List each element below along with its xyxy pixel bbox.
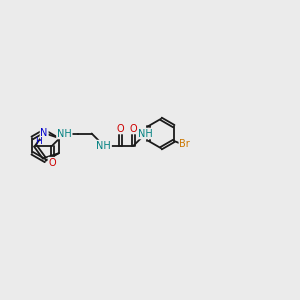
Text: NH: NH — [96, 141, 111, 151]
Text: O: O — [130, 124, 137, 134]
Text: NH: NH — [57, 128, 72, 139]
Text: H: H — [35, 137, 42, 146]
Text: N: N — [40, 128, 48, 138]
Text: NH: NH — [138, 128, 153, 139]
Text: O: O — [48, 158, 56, 168]
Text: Br: Br — [179, 139, 190, 149]
Text: O: O — [117, 124, 124, 134]
